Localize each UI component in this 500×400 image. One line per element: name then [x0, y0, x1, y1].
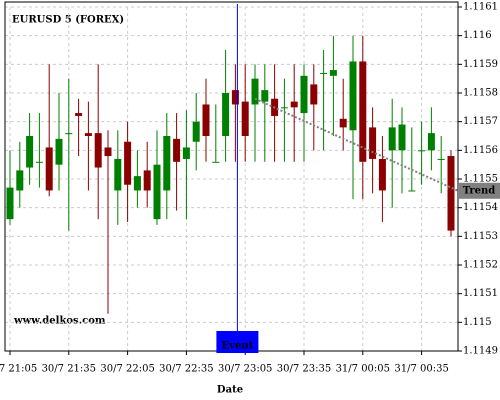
candle-body	[45, 147, 53, 191]
candle-body	[104, 147, 112, 157]
candle-body	[290, 101, 298, 108]
candle-body	[26, 136, 34, 168]
x-tick-label: 30/7 21:35	[42, 364, 96, 375]
candle-body	[349, 61, 357, 131]
candle-body	[329, 70, 337, 76]
candle-body	[310, 84, 318, 105]
candle-body	[388, 127, 396, 151]
candle-body	[114, 158, 122, 191]
candle-body	[398, 124, 406, 151]
x-tick-label: 30/7 22:05	[100, 364, 154, 375]
y-tick-label: 1.1157	[463, 116, 498, 127]
candle-body	[359, 61, 367, 162]
y-tick-label: 1.1155	[463, 174, 498, 185]
x-axis-label: Date	[217, 385, 243, 396]
y-tick-label: 1.1158	[463, 88, 498, 99]
candle-body	[65, 133, 73, 135]
trend-label-box	[458, 182, 500, 199]
x-tick-label: 30/7 23:35	[277, 364, 331, 375]
y-tick-label: 1.1151	[463, 288, 498, 299]
candle-body	[6, 187, 14, 220]
candle-body	[35, 161, 43, 163]
candle-body	[182, 147, 190, 159]
candle-body	[251, 78, 259, 105]
candle-body	[16, 170, 24, 191]
x-tick-label: 30/7 22:35	[159, 364, 213, 375]
candle-body	[378, 158, 386, 191]
y-tick-label: 1.1156	[463, 145, 498, 156]
y-tick-label: 1.115	[463, 317, 492, 328]
candle-body	[231, 90, 239, 105]
candle-body	[212, 161, 220, 163]
x-tick-label: 30/7 23:05	[218, 364, 272, 375]
watermark: www.delkos.com	[13, 316, 106, 327]
y-tick-label: 1.116	[463, 30, 492, 41]
candle-body	[320, 72, 328, 74]
y-tick-label: 1.1154	[463, 202, 498, 213]
trend-line	[254, 97, 459, 192]
candle-body	[55, 138, 63, 165]
candle-body	[447, 156, 455, 231]
candle-body	[75, 113, 83, 116]
y-tick-label: 1.1149	[463, 346, 498, 357]
candle-body	[427, 133, 435, 151]
candle-body	[222, 93, 230, 136]
event-label-box	[216, 331, 259, 353]
y-tick-label: 1.1161	[463, 2, 498, 13]
chart-title: EURUSD 5 (FOREX)	[12, 15, 124, 26]
candle-body	[124, 141, 132, 185]
plot-border	[4, 1, 459, 352]
x-tick-label: 30/7 21:05	[0, 364, 37, 375]
candle-body	[418, 150, 426, 152]
candle-body	[143, 170, 151, 191]
candle-body	[192, 121, 200, 142]
y-tick-label: 1.1159	[463, 59, 498, 70]
candle-body	[94, 133, 102, 168]
candle-body	[133, 176, 141, 191]
candle-body	[369, 127, 377, 159]
x-tick-label: 31/7 00:05	[336, 364, 390, 375]
candle-body	[163, 136, 171, 191]
candle-body	[300, 75, 308, 114]
candle-body	[84, 133, 92, 136]
candle-body	[408, 190, 416, 192]
y-tick-label: 1.1153	[463, 231, 498, 242]
candle-body	[437, 158, 445, 160]
y-tick-label: 1.1152	[463, 260, 498, 271]
event-label: Event	[222, 341, 254, 352]
candle-body	[173, 138, 181, 162]
candle-body	[241, 101, 249, 136]
x-tick-label: 31/7 00:35	[394, 364, 448, 375]
candle-body	[153, 164, 161, 220]
candle-body	[261, 90, 269, 102]
candle-body	[202, 104, 210, 136]
trend-label: Trend	[463, 185, 496, 196]
candle-body	[339, 118, 347, 128]
candle-body	[280, 107, 288, 109]
